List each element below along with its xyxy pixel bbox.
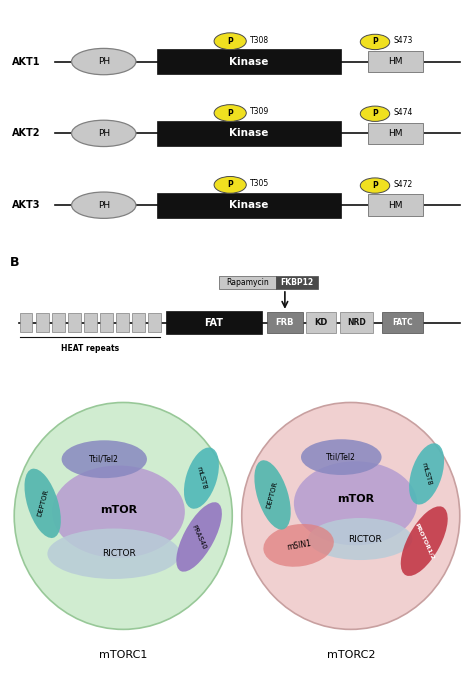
Text: Kinase: Kinase [229, 200, 268, 210]
FancyBboxPatch shape [116, 313, 129, 332]
Text: mTOR: mTOR [100, 505, 137, 514]
Text: T305: T305 [249, 179, 269, 188]
Text: HM: HM [389, 129, 403, 138]
Text: P: P [372, 181, 378, 190]
Ellipse shape [52, 466, 185, 558]
Circle shape [360, 106, 390, 122]
Circle shape [360, 178, 390, 194]
Text: Rapamycin: Rapamycin [226, 278, 269, 287]
Text: AKT2: AKT2 [12, 129, 40, 138]
Ellipse shape [294, 461, 417, 545]
Text: Kinase: Kinase [229, 129, 268, 138]
Ellipse shape [62, 440, 147, 478]
Text: FRB: FRB [276, 318, 294, 327]
Ellipse shape [242, 402, 460, 629]
Circle shape [214, 176, 246, 194]
FancyBboxPatch shape [100, 313, 113, 332]
Text: AKT3: AKT3 [12, 200, 40, 210]
Text: T308: T308 [249, 36, 269, 44]
FancyBboxPatch shape [84, 313, 97, 332]
Text: P: P [228, 37, 233, 46]
Text: mLST8: mLST8 [195, 466, 208, 490]
Circle shape [360, 34, 390, 50]
Text: S473: S473 [393, 36, 413, 45]
Ellipse shape [72, 192, 136, 218]
Ellipse shape [264, 524, 334, 567]
Text: mSIN1: mSIN1 [286, 539, 311, 552]
Text: FAT: FAT [205, 317, 224, 328]
Text: mLST8: mLST8 [420, 462, 433, 486]
FancyBboxPatch shape [267, 312, 303, 333]
Text: PH: PH [98, 129, 110, 138]
Text: P: P [372, 38, 378, 47]
Text: S474: S474 [393, 108, 413, 117]
Text: S472: S472 [393, 180, 413, 189]
Text: FATC: FATC [392, 318, 413, 327]
Text: P: P [228, 109, 233, 118]
Text: DEPTOR: DEPTOR [266, 481, 279, 510]
FancyBboxPatch shape [156, 121, 340, 146]
Text: DEPTOR: DEPTOR [36, 489, 49, 518]
FancyBboxPatch shape [19, 313, 32, 332]
Ellipse shape [47, 529, 180, 579]
Text: RICTOR: RICTOR [101, 549, 136, 558]
Text: B: B [9, 256, 19, 269]
Circle shape [214, 33, 246, 50]
FancyBboxPatch shape [368, 122, 423, 144]
Text: mTOR: mTOR [337, 494, 374, 504]
Text: PH: PH [98, 57, 110, 66]
FancyBboxPatch shape [382, 312, 423, 333]
Text: Kinase: Kinase [229, 57, 268, 66]
Ellipse shape [308, 518, 412, 560]
Text: AKT1: AKT1 [12, 57, 40, 66]
FancyBboxPatch shape [148, 313, 161, 332]
Ellipse shape [72, 49, 136, 75]
Ellipse shape [409, 443, 444, 505]
Text: NRD: NRD [347, 318, 365, 327]
FancyBboxPatch shape [132, 313, 145, 332]
Ellipse shape [176, 502, 222, 572]
Ellipse shape [301, 439, 382, 475]
FancyBboxPatch shape [368, 194, 423, 216]
Ellipse shape [25, 469, 61, 538]
FancyBboxPatch shape [219, 276, 276, 289]
FancyBboxPatch shape [339, 312, 373, 333]
Text: PRAS40: PRAS40 [191, 524, 208, 550]
Text: RICTOR: RICTOR [348, 534, 382, 544]
FancyBboxPatch shape [68, 313, 81, 332]
Text: PH: PH [98, 200, 110, 210]
Text: P: P [228, 181, 233, 189]
Text: HEAT repeats: HEAT repeats [61, 344, 119, 353]
Text: T309: T309 [249, 107, 269, 116]
Text: Ttil/Tel2: Ttil/Tel2 [89, 455, 119, 464]
Text: P: P [372, 109, 378, 118]
FancyBboxPatch shape [52, 313, 64, 332]
FancyBboxPatch shape [156, 193, 340, 218]
Text: FKBP12: FKBP12 [280, 278, 313, 287]
Ellipse shape [401, 506, 448, 576]
FancyBboxPatch shape [166, 311, 263, 334]
Text: mTORC1: mTORC1 [99, 650, 147, 659]
Text: Ttil/Tel2: Ttil/Tel2 [326, 453, 356, 462]
Circle shape [214, 105, 246, 122]
FancyBboxPatch shape [156, 49, 340, 74]
FancyBboxPatch shape [368, 51, 423, 73]
Ellipse shape [72, 120, 136, 146]
Text: HM: HM [389, 200, 403, 210]
Text: KD: KD [314, 318, 328, 327]
Ellipse shape [255, 460, 291, 529]
Text: mTORC2: mTORC2 [327, 650, 375, 659]
Ellipse shape [14, 402, 232, 629]
Text: PROTOR1/2: PROTOR1/2 [413, 522, 435, 560]
FancyBboxPatch shape [36, 313, 48, 332]
FancyBboxPatch shape [276, 276, 318, 289]
FancyBboxPatch shape [306, 312, 336, 333]
Text: HM: HM [389, 57, 403, 66]
Ellipse shape [184, 447, 219, 509]
